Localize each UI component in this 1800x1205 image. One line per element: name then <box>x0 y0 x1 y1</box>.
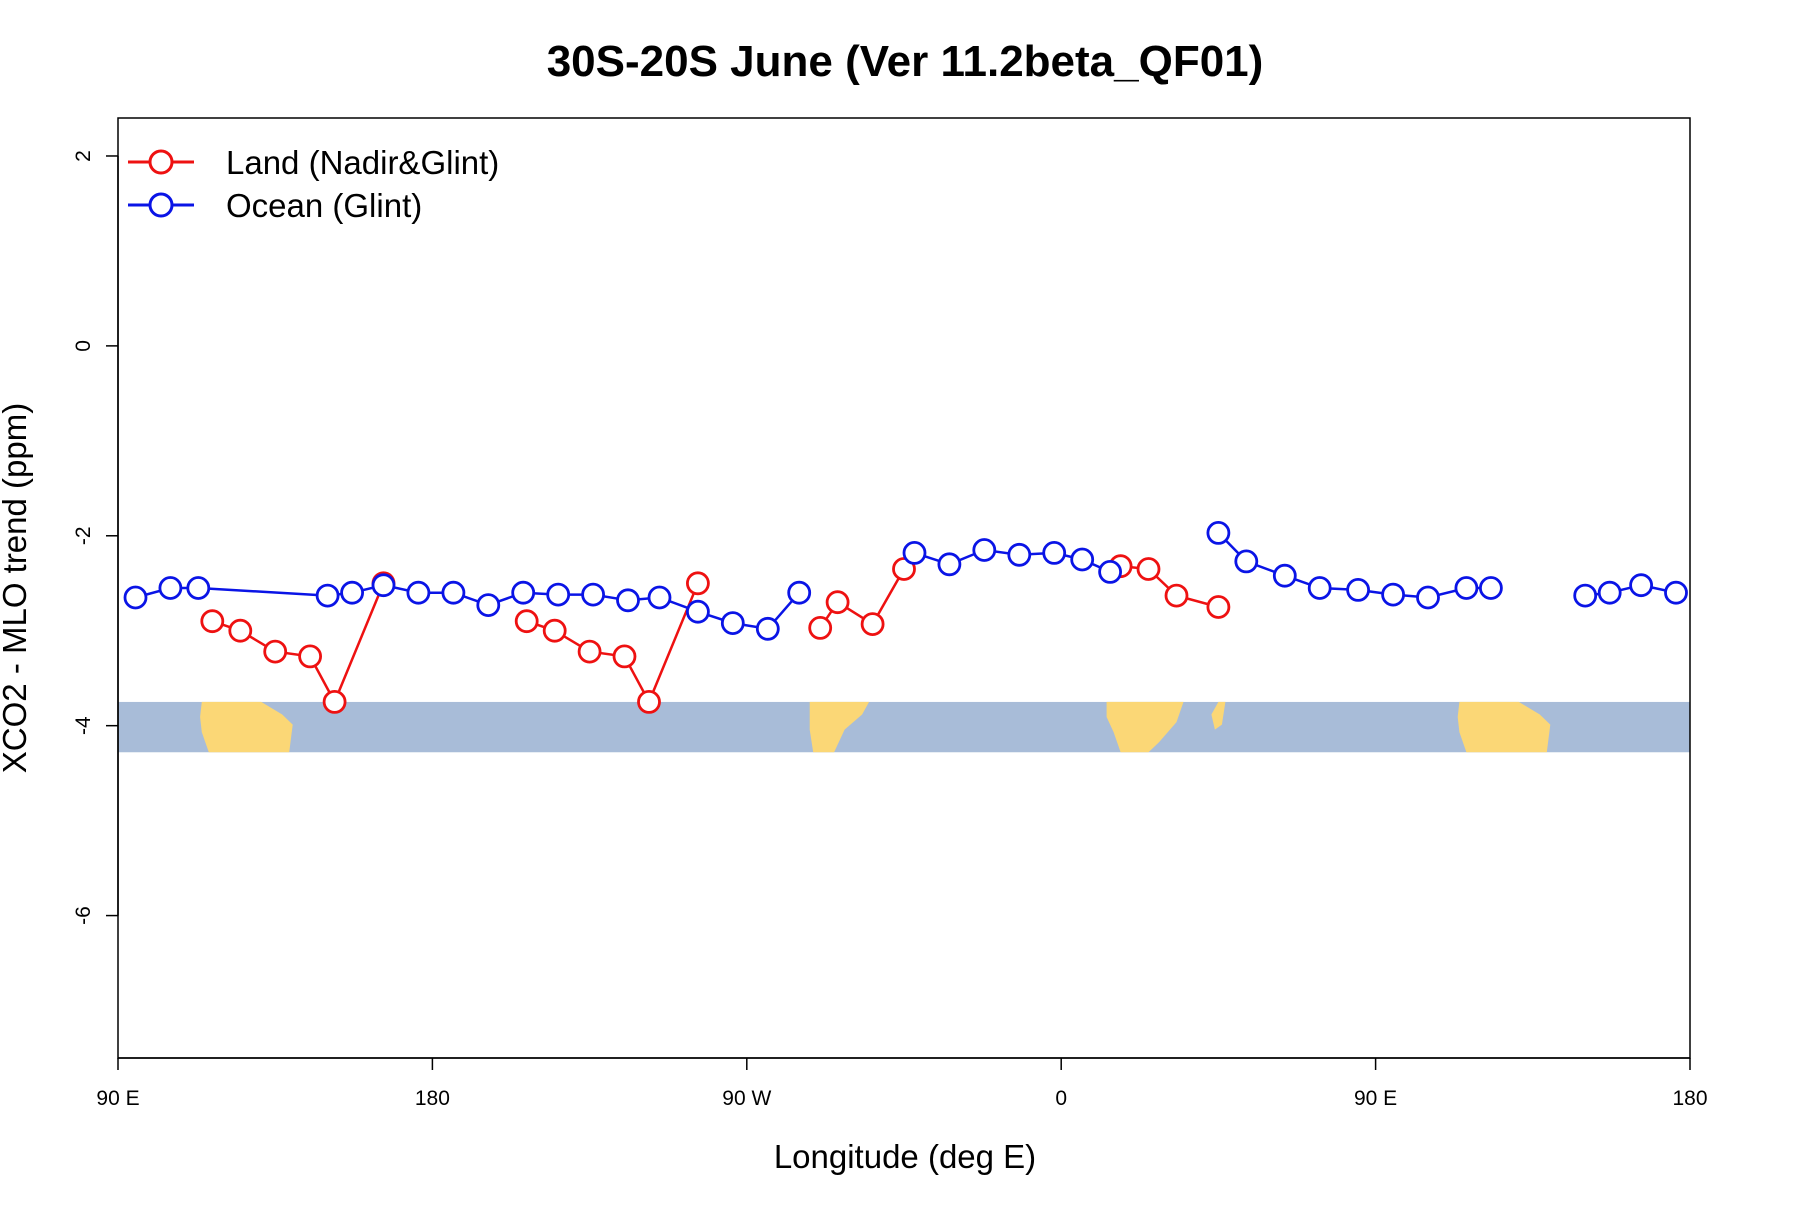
data-point <box>186 576 211 600</box>
data-point <box>228 618 253 643</box>
x-axis: 90 E 180 90 W 0 90 E 180 <box>96 1057 1708 1110</box>
data-point <box>825 590 850 615</box>
y-tick-label: -4 <box>72 716 95 735</box>
y-tick-label: -6 <box>72 906 95 925</box>
data-point <box>1272 563 1297 588</box>
data-point <box>441 580 466 605</box>
data-point <box>1164 583 1189 608</box>
y-tick-label: 2 <box>72 150 95 162</box>
data-point <box>1573 583 1598 608</box>
ocean-band <box>118 701 1690 753</box>
data-point <box>581 582 605 607</box>
data-point <box>263 639 288 664</box>
data-point <box>787 580 812 605</box>
data-point <box>937 552 962 577</box>
data-point <box>158 576 183 600</box>
data-point <box>616 588 640 613</box>
data-point <box>686 571 710 596</box>
x-tick-label: 180 <box>1672 1087 1707 1110</box>
data-point <box>546 582 571 607</box>
land-australia-east <box>1457 701 1551 753</box>
y-axis-label: XCO2 - MLO trend (ppm) <box>0 403 33 773</box>
series-line <box>1585 583 1677 597</box>
x-tick-label: 0 <box>1055 1087 1067 1110</box>
data-point <box>808 616 833 640</box>
data-point <box>1307 576 1332 600</box>
data-point <box>1664 580 1688 605</box>
map-band <box>118 701 1690 753</box>
data-point <box>1136 557 1161 581</box>
data-point <box>315 583 340 608</box>
legend: Land (Nadir&Glint) Ocean (Glint) <box>128 144 499 224</box>
data-point <box>298 644 323 669</box>
data-point <box>1454 576 1479 600</box>
data-point <box>1007 542 1032 567</box>
data-point <box>755 616 780 641</box>
legend-ocean-label: Ocean (Glint) <box>226 187 422 224</box>
chart-title: 30S-20S June (Ver 11.2beta_QF01) <box>547 37 1264 86</box>
x-tick-label: 90 E <box>96 1087 139 1110</box>
data-point <box>686 599 710 624</box>
data-point <box>647 585 672 610</box>
data-point <box>1479 576 1503 600</box>
data-point <box>123 585 148 610</box>
data-point <box>1206 521 1231 545</box>
data-point <box>1098 560 1122 584</box>
data-point <box>1042 541 1067 565</box>
series-layer <box>123 521 1688 714</box>
data-point <box>514 609 539 634</box>
land-australia-west <box>200 701 293 753</box>
data-point <box>720 611 745 635</box>
land-madagascar <box>1211 701 1226 730</box>
x-axis-label: Longitude (deg E) <box>774 1138 1036 1175</box>
series-land <box>200 554 1231 714</box>
y-tick-label: -2 <box>72 526 95 545</box>
series-line <box>1120 564 1219 609</box>
data-point <box>612 644 637 669</box>
data-point <box>972 538 997 562</box>
land-south-america <box>809 701 870 753</box>
data-point <box>542 618 567 643</box>
data-point <box>1206 595 1231 619</box>
x-tick-label: 180 <box>415 1087 450 1110</box>
data-point <box>1234 549 1259 574</box>
data-point <box>577 639 602 664</box>
data-point <box>1346 578 1370 602</box>
data-point <box>200 609 225 634</box>
data-point <box>860 612 885 636</box>
x-tick-label: 90 W <box>722 1087 771 1110</box>
data-point <box>340 580 365 605</box>
data-point <box>1629 573 1653 598</box>
y-axis: 2 0 -2 -4 -6 <box>72 150 119 925</box>
data-point <box>1416 585 1440 610</box>
x-tick-label: 90 E <box>1354 1087 1397 1110</box>
data-point <box>902 541 927 565</box>
data-point <box>511 580 536 605</box>
data-point <box>1070 547 1095 572</box>
data-point <box>1381 582 1405 607</box>
data-point <box>406 580 431 605</box>
series-ocean <box>123 521 1688 641</box>
data-point <box>637 690 661 714</box>
legend-land-marker <box>148 149 174 175</box>
data-point <box>1597 580 1622 605</box>
data-point <box>476 593 501 617</box>
data-point <box>371 573 396 598</box>
data-point <box>322 690 347 714</box>
land-africa <box>1106 701 1184 753</box>
legend-ocean-marker <box>148 192 174 218</box>
y-tick-label: 0 <box>72 340 95 352</box>
legend-land-label: Land (Nadir&Glint) <box>226 144 499 181</box>
series-line <box>819 568 906 629</box>
